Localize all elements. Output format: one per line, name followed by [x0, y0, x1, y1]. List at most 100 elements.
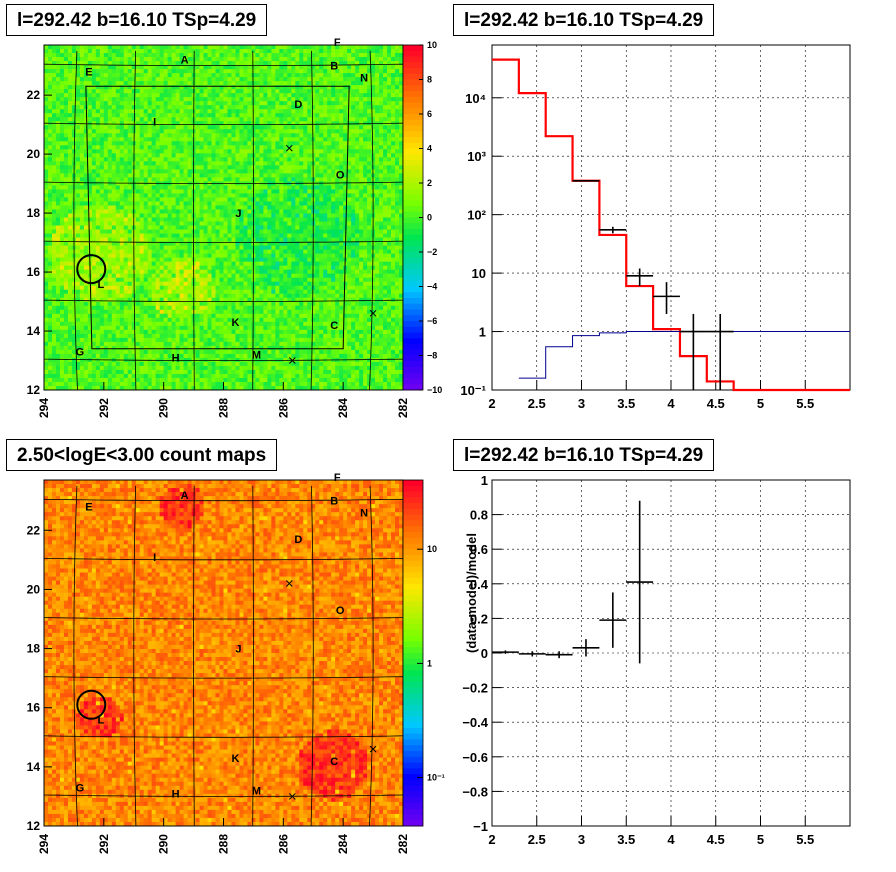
colorbar1-cell [403, 177, 423, 184]
colorbar1-tick-label: −6 [427, 316, 437, 326]
colorbar2-cell [403, 514, 423, 521]
map2-x-tick-label: 290 [157, 834, 171, 854]
colorbar1-cell [403, 96, 423, 103]
map2-x-tick-label: 284 [336, 834, 350, 854]
map2-meridian [133, 485, 137, 827]
map1-parallel [43, 358, 404, 361]
colorbar1-tick-label: 4 [427, 144, 432, 154]
region-label-H: H [172, 353, 180, 365]
spectrum-y-tick-label: 10² [467, 208, 486, 223]
colorbar2-cell [403, 716, 423, 723]
colorbar1-cell [403, 361, 423, 368]
panel2-title: l=292.42 b=16.10 TSp=4.29 [453, 4, 715, 36]
panel1-title: l=292.42 b=16.10 TSp=4.29 [6, 4, 268, 36]
map2-meridian [193, 485, 195, 827]
colorbar1-cell [403, 321, 423, 328]
region-label-E: E [85, 67, 92, 79]
colorbar1-cell [403, 85, 423, 92]
map1-x-tick-label: 290 [157, 398, 171, 418]
colorbar2-cell [403, 595, 423, 602]
map1-meridian [133, 50, 137, 391]
region-label-F: F [334, 37, 341, 49]
colorbar1-cell [403, 298, 423, 305]
colorbar2-cell [403, 722, 423, 729]
ratio-y-tick-label: −0.4 [462, 715, 488, 730]
region-label-M: M [252, 350, 261, 362]
colorbar1-cell [403, 200, 423, 207]
colorbar2-cell [403, 549, 423, 556]
point-source-marker [285, 144, 293, 152]
spectrum-y-tick-label: 1 [479, 325, 486, 340]
colorbar1-cell [403, 171, 423, 178]
colorbar2-cell [403, 560, 423, 567]
map2-parallel [43, 676, 404, 679]
map1-parallel [43, 299, 404, 302]
colorbar1-tick-label: −2 [427, 247, 437, 257]
colorbar2-cell [403, 491, 423, 498]
colorbar1-tick-label: 2 [427, 178, 432, 188]
map2-x-tick-label: 282 [396, 834, 410, 854]
map1-y-tick-label: 18 [27, 206, 41, 220]
region-label-J: J [235, 208, 241, 220]
region-label-O: O [336, 170, 345, 182]
colorbar2-cell [403, 629, 423, 637]
spectrum-x-tick-label: 3.5 [617, 396, 635, 411]
colorbar1-cell [403, 56, 423, 63]
colorbar2-cell [403, 531, 423, 539]
colorbar2-cell [403, 641, 423, 648]
colorbar1-cell [403, 154, 423, 161]
colorbar2-cell [403, 802, 423, 810]
colorbar2-frame [402, 479, 424, 827]
region-label-D: D [294, 534, 302, 546]
colorbar2-cell [403, 601, 423, 608]
map2-pixels [44, 480, 404, 827]
map2-parallel [43, 558, 404, 561]
region-label-N: N [360, 508, 368, 520]
region-label-C: C [330, 756, 338, 768]
colorbar1-cell [403, 355, 423, 362]
colorbar1-cell [403, 217, 423, 224]
map2-x-tick-label: 294 [37, 834, 51, 854]
map2-y-tick-label: 22 [27, 523, 41, 537]
colorbar2-cell [403, 710, 423, 717]
colorbar2-cell [403, 745, 423, 752]
colorbar2-cell [403, 664, 423, 671]
region-label-C: C [330, 320, 338, 332]
map2-x-tick-label: 286 [276, 834, 290, 854]
colorbar1-cell [403, 119, 423, 126]
spectrum-y-tick-label: 10³ [467, 149, 486, 164]
colorbar2-cell [403, 537, 423, 544]
colorbar1-tick-label: 0 [427, 213, 432, 223]
ratio-x-tick-label: 3 [578, 832, 585, 847]
spectrum-y-tick-label: 10 [472, 266, 486, 281]
map1-y-tick-label: 12 [27, 383, 41, 397]
colorbar1-cell [403, 263, 423, 270]
colorbar2-cell [403, 485, 423, 492]
colorbar2-cell [403, 762, 423, 769]
point-source-marker [288, 793, 296, 800]
ratio-x-tick-label: 5 [757, 832, 764, 847]
colorbar2-cell [403, 808, 423, 815]
colorbar1-cell [403, 309, 423, 316]
map1-y-tick-label: 16 [27, 265, 41, 279]
spectrum-x-tick-label: 5 [757, 396, 764, 411]
point-source-marker [369, 745, 377, 753]
map2-meridian [73, 485, 78, 827]
colorbar2-cell [403, 676, 423, 683]
colorbar1-cell [403, 160, 423, 167]
map1-pixels [44, 45, 404, 391]
spectrum-x-tick-label: 2 [488, 396, 495, 411]
ratio-y-tick-label: −0.2 [462, 681, 488, 696]
region-label-K: K [231, 753, 239, 765]
colorbar2-cell [403, 624, 423, 631]
map1-parallel [43, 181, 404, 184]
colorbar2-cell [403, 612, 423, 619]
source-circle [76, 689, 107, 720]
colorbar1-cell [403, 252, 423, 259]
colorbar2-cell [403, 670, 423, 677]
region-label-F: F [334, 472, 341, 484]
spectrum-x-tick-label: 4.5 [707, 396, 725, 411]
colorbar2-tick-label: 1 [427, 658, 432, 668]
region-label-A: A [181, 490, 189, 502]
